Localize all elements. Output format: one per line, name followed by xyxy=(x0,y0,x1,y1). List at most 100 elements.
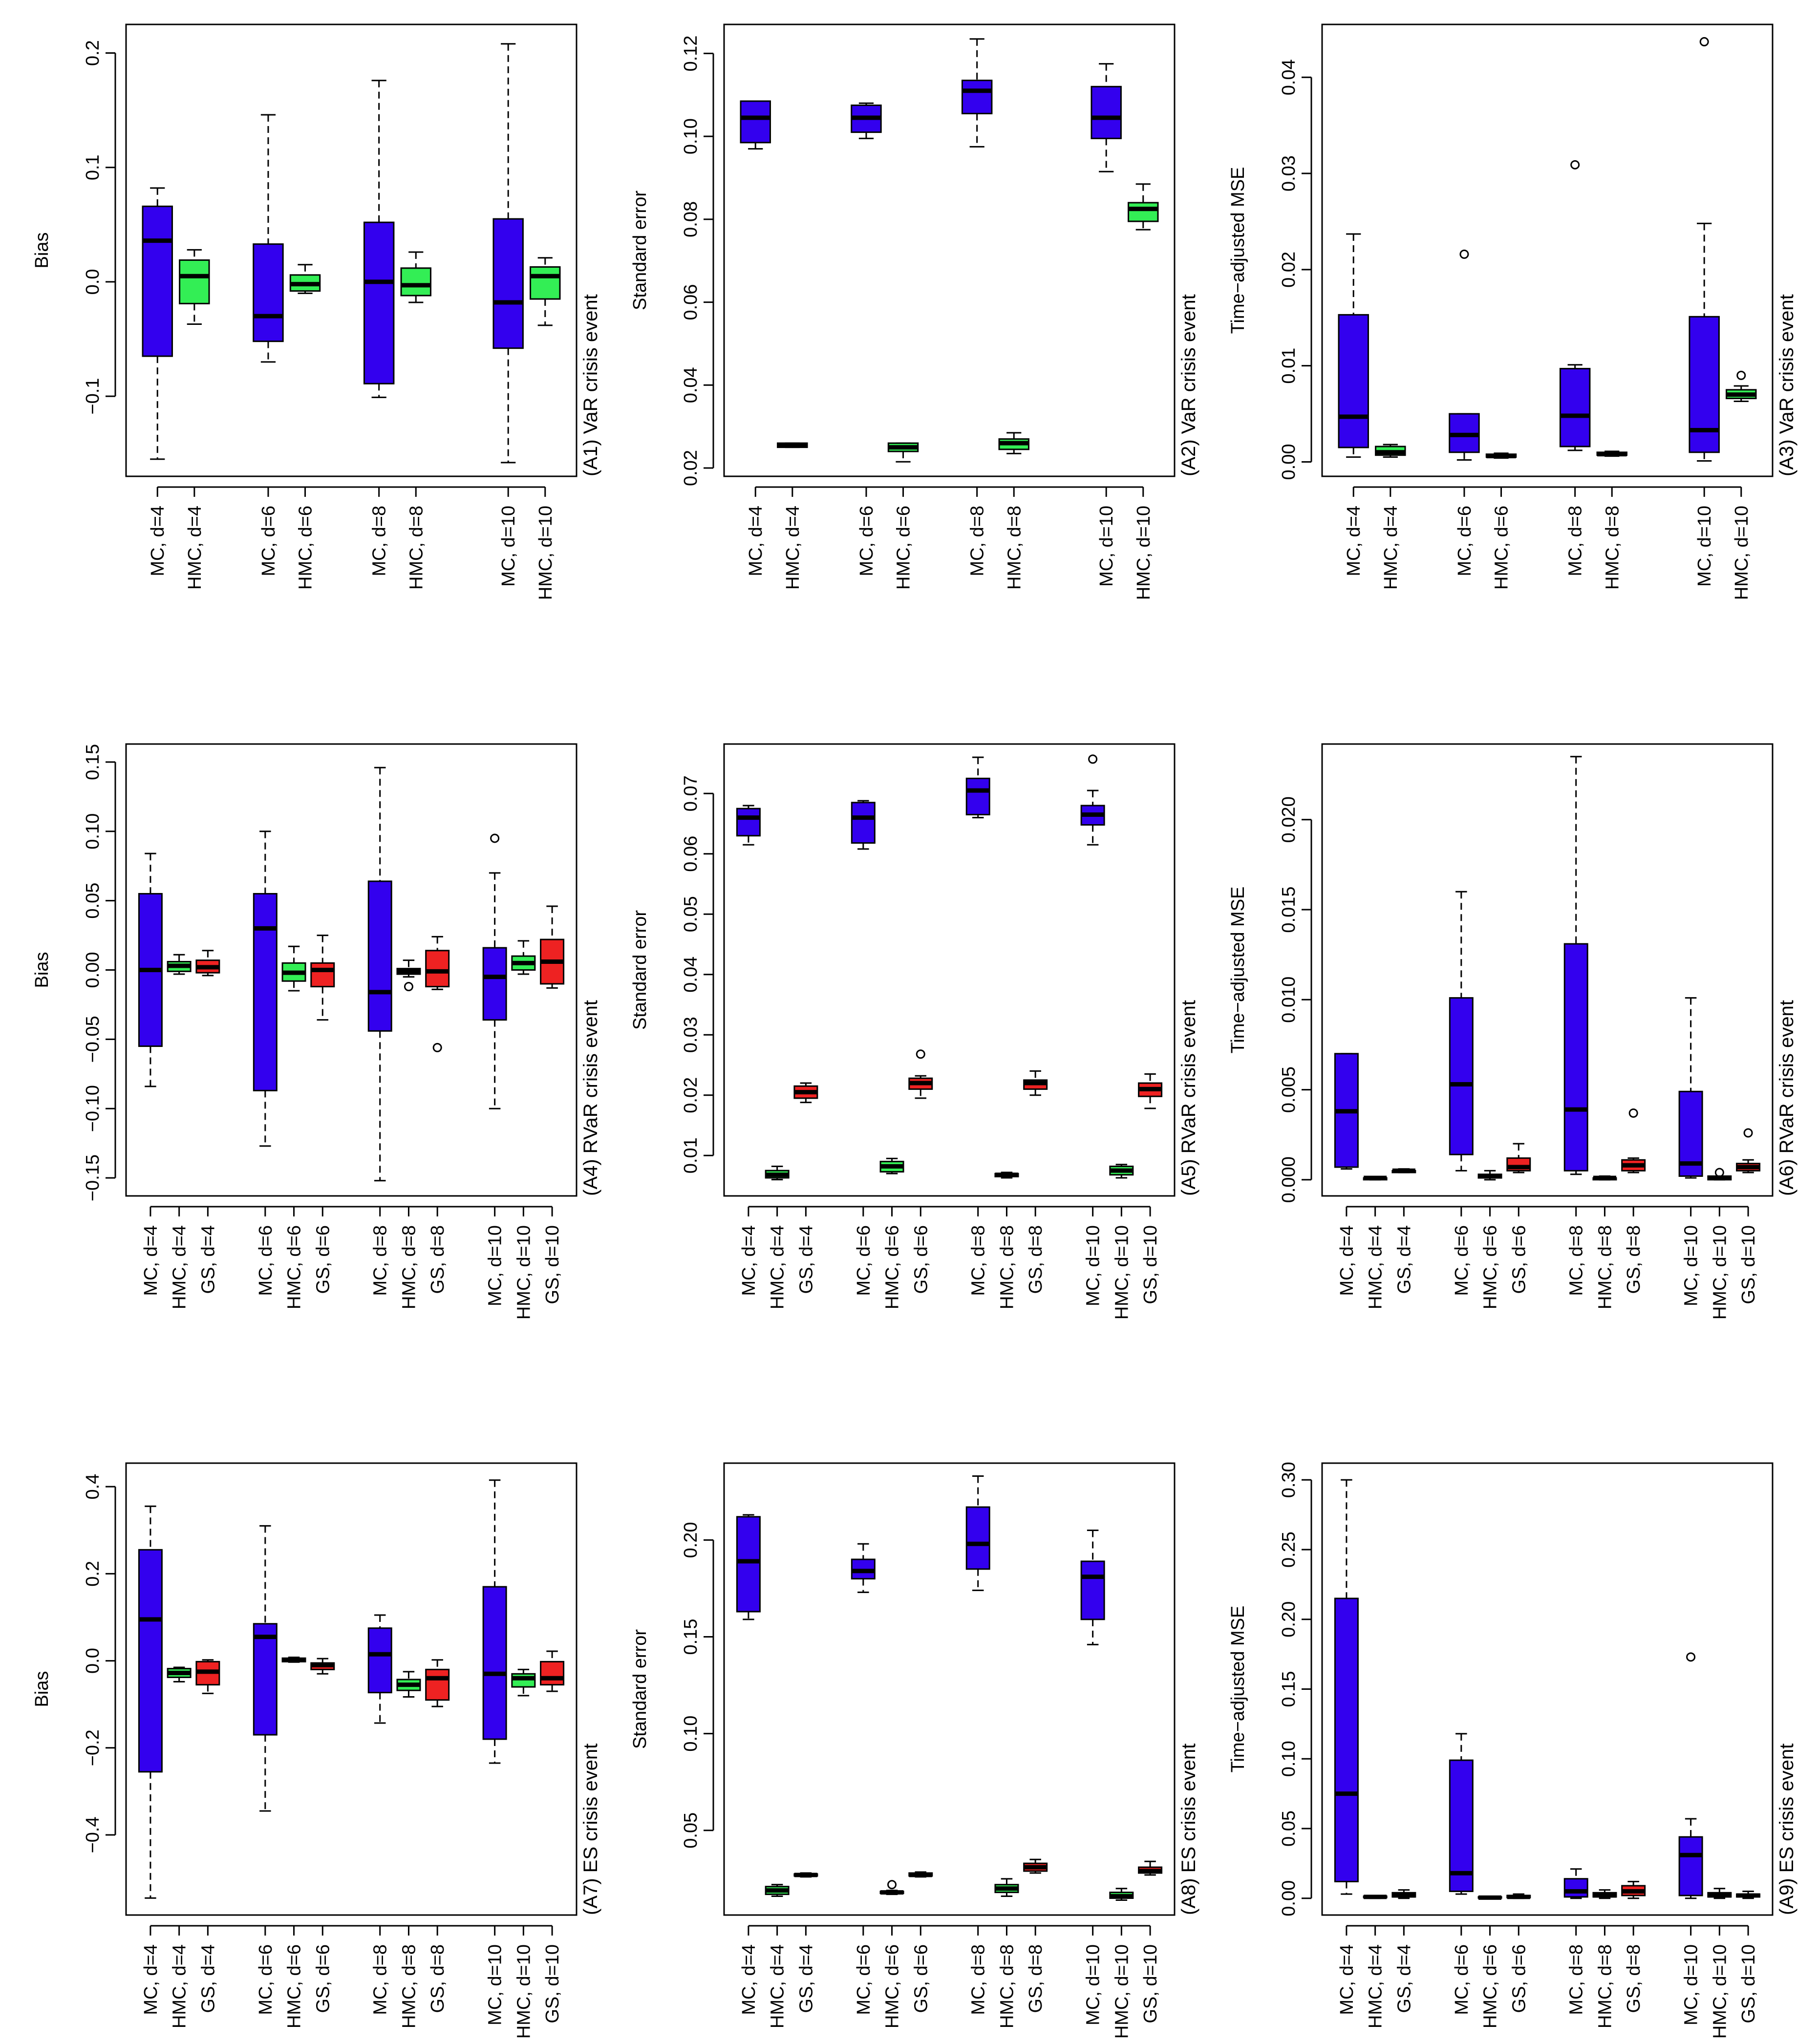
box-mc-6 xyxy=(1091,63,1122,172)
y-tick-label: 0.06 xyxy=(681,836,701,872)
iqr-box xyxy=(367,880,392,1032)
y-tick-label: 0.03 xyxy=(1279,155,1299,192)
iqr-box xyxy=(1080,1560,1105,1620)
box-mc-2 xyxy=(851,102,882,139)
x-tick-label: HMC, d=4 xyxy=(1366,1225,1386,1309)
x-tick-label: MC, d=4 xyxy=(739,1225,759,1296)
box-mc-6 xyxy=(367,1614,392,1724)
box-gs-2 xyxy=(793,1872,818,1878)
iqr-box xyxy=(253,243,284,342)
box-gs-8 xyxy=(425,1659,450,1707)
box-gs-5 xyxy=(908,1871,933,1878)
y-tick-label: 0.03 xyxy=(681,1017,701,1053)
box-hmc-5 xyxy=(998,432,1029,454)
y-tick-label: 0.4 xyxy=(83,1474,103,1500)
x-tick-label: MC, d=8 xyxy=(370,1944,391,2015)
x-tick-label: HMC, d=10 xyxy=(513,1225,534,1320)
box-hmc-4 xyxy=(879,1157,904,1174)
y-tick-label: 0.04 xyxy=(681,957,701,993)
x-tick-label: HMC, d=10 xyxy=(1134,506,1154,600)
panel-caption: (A2) VaR crisis event xyxy=(1178,294,1199,476)
x-tick-label: HMC, d=4 xyxy=(170,1944,190,2028)
x-tick-label: MC, d=10 xyxy=(1083,1225,1104,1306)
box-mc-3 xyxy=(253,1525,278,1812)
box-hmc-3 xyxy=(887,442,919,463)
box-mc-3 xyxy=(1449,1733,1474,1895)
plot-frame xyxy=(1321,1462,1774,1916)
x-tick-label: MC, d=4 xyxy=(141,1225,161,1296)
box-mc-6 xyxy=(367,766,392,1182)
panel-a3: 0.00 0.01 0.02 0.03 0.04 Time−adjusted MSE (A3… xyxy=(1228,23,1797,600)
x-tick-label: MC, d=4 xyxy=(746,506,766,576)
y-tick-label: 0.06 xyxy=(681,284,701,320)
box-hmc-4 xyxy=(1477,1895,1502,1900)
box-hmc-5 xyxy=(400,251,431,303)
y-tick-label: −0.15 xyxy=(83,1154,103,1201)
y-axis-title: Bias xyxy=(32,233,52,269)
x-tick-label: HMC, d=4 xyxy=(1366,1944,1386,2028)
y-tick-label: 0.01 xyxy=(1279,348,1299,384)
box-gs-11 xyxy=(540,1650,565,1692)
box-hmc-3 xyxy=(289,264,321,294)
box-hmc-1 xyxy=(1363,1895,1388,1899)
plot-frame xyxy=(125,1462,577,1916)
box-mc-0 xyxy=(142,187,173,460)
y-tick-label: 0.00 xyxy=(1279,1880,1299,1916)
x-tick-label: GS, d=4 xyxy=(198,1944,218,2013)
box-mc-9 xyxy=(1080,754,1105,846)
x-tick-label: MC, d=10 xyxy=(1681,1225,1702,1306)
box-gs-2 xyxy=(195,950,220,977)
box-mc-3 xyxy=(851,1543,876,1593)
iqr-box xyxy=(740,100,771,144)
x-tick-label: HMC, d=8 xyxy=(399,1944,419,2028)
x-tick-label: GS, d=10 xyxy=(542,1225,563,1304)
box-mc-9 xyxy=(1080,1530,1105,1645)
y-tick-label: 0.1 xyxy=(83,154,103,180)
box-mc-3 xyxy=(253,830,278,1147)
y-tick-label: 0.015 xyxy=(1279,886,1299,933)
outlier-point xyxy=(490,833,500,843)
y-tick-label: 0.15 xyxy=(83,744,103,780)
x-tick-label: HMC, d=4 xyxy=(768,1944,788,2028)
y-axis-title: Time−adjusted MSE xyxy=(1228,1606,1248,1773)
iqr-box xyxy=(253,893,278,1091)
y-tick-label: 0.02 xyxy=(681,1077,701,1113)
panel-a5: 0.01 0.02 0.03 0.04 0.05 0.06 0.07 Standard err… xyxy=(630,743,1199,1320)
box-gs-8 xyxy=(425,936,450,1052)
y-axis-title: Bias xyxy=(32,952,52,988)
x-tick-label: HMC, d=6 xyxy=(1492,506,1512,590)
box-hmc-4 xyxy=(879,1880,904,1895)
box-mc-0 xyxy=(1338,233,1369,458)
x-tick-label: MC, d=6 xyxy=(258,506,279,576)
y-axis-title: Time−adjusted MSE xyxy=(1228,167,1248,334)
outlier-point xyxy=(1714,1168,1724,1177)
box-hmc-1 xyxy=(765,1165,790,1181)
x-tick-label: GS, d=8 xyxy=(1026,1225,1046,1294)
box-hmc-4 xyxy=(281,945,306,992)
box-mc-6 xyxy=(965,1475,990,1591)
y-tick-label: 0.08 xyxy=(681,201,701,237)
iqr-box xyxy=(736,1516,761,1613)
iqr-box xyxy=(367,1627,392,1694)
box-mc-3 xyxy=(1449,891,1474,1171)
box-gs-8 xyxy=(1023,1858,1048,1874)
x-tick-label: MC, d=4 xyxy=(1337,1944,1357,2015)
x-tick-label: HMC, d=4 xyxy=(185,506,205,590)
x-tick-label: HMC, d=8 xyxy=(1004,506,1025,590)
box-mc-0 xyxy=(1334,1479,1359,1895)
box-hmc-7 xyxy=(994,1171,1019,1179)
y-tick-label: 0.2 xyxy=(83,40,103,66)
x-tick-label: MC, d=4 xyxy=(739,1944,759,2015)
x-tick-label: HMC, d=10 xyxy=(1112,1944,1132,2039)
x-tick-label: GS, d=8 xyxy=(428,1225,448,1294)
x-tick-label: GS, d=8 xyxy=(1026,1944,1046,2013)
y-tick-label: 0.01 xyxy=(681,1137,701,1173)
panel-caption: (A5) RVaR crisis event xyxy=(1178,1000,1199,1196)
iqr-box xyxy=(1338,314,1369,448)
box-hmc-7 xyxy=(1592,1175,1617,1181)
y-tick-label: 0.005 xyxy=(1279,1066,1299,1113)
box-gs-11 xyxy=(1138,1073,1163,1109)
panel-a7: −0.4 −0.2 0.0 0.2 0.4 Bias (A7) ES crisis even… xyxy=(32,1462,601,2039)
outlier-point xyxy=(404,982,413,992)
